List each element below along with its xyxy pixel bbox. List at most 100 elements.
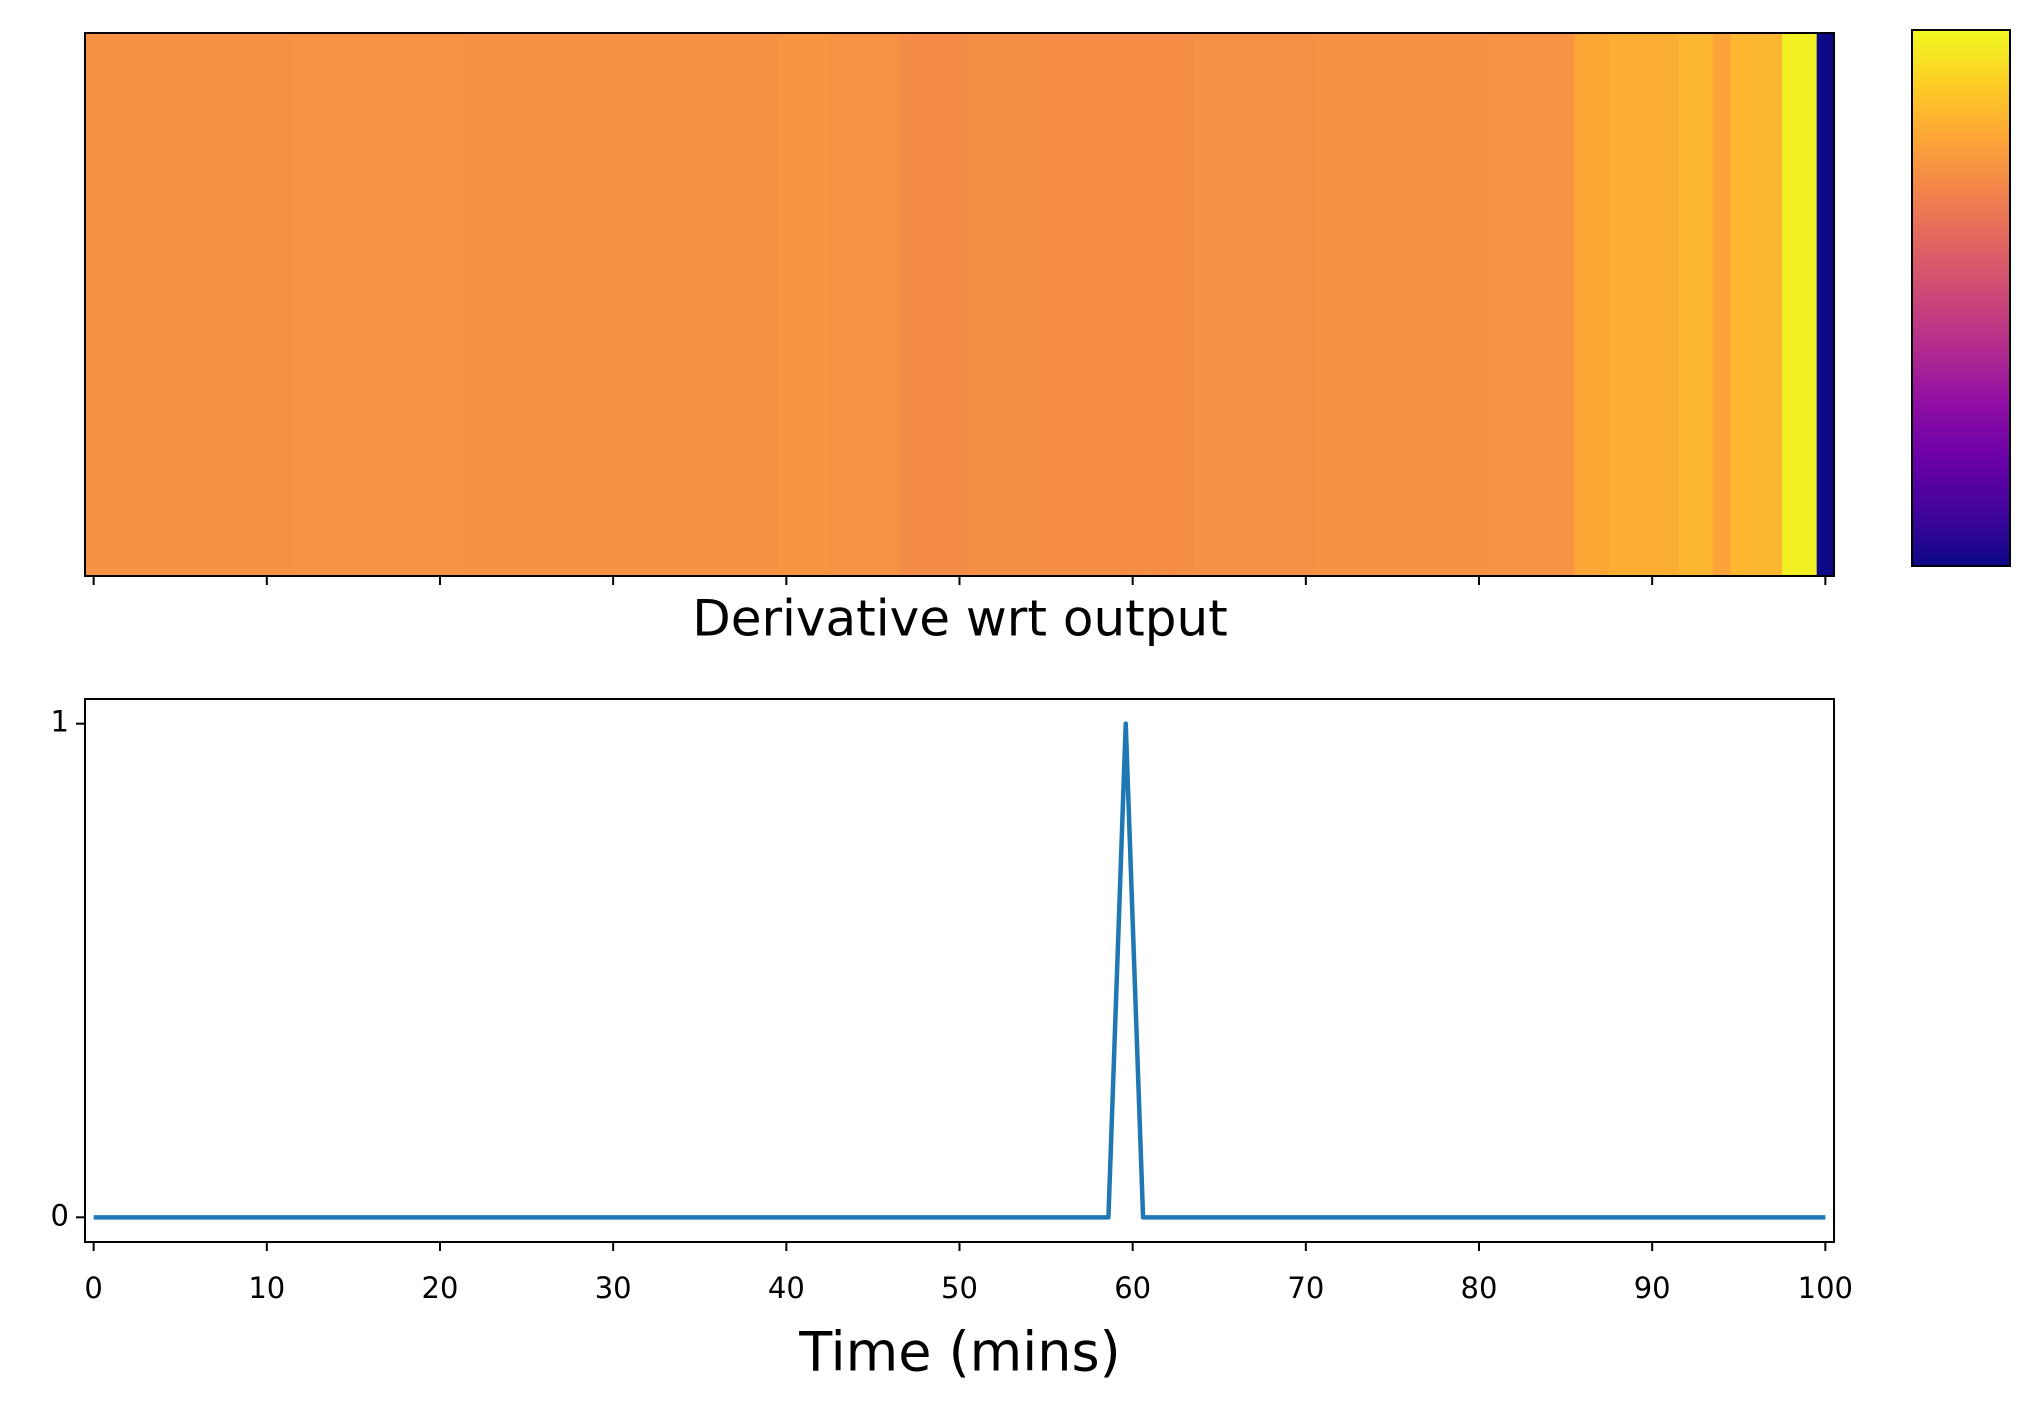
x-tick-label: 10 xyxy=(248,1271,285,1305)
heat-cell xyxy=(1470,33,1489,576)
x-tick-label: 50 xyxy=(941,1271,978,1305)
heat-cell xyxy=(1020,33,1039,576)
heat-cell xyxy=(950,33,969,576)
heat-cell xyxy=(777,33,796,576)
heat-cell xyxy=(1418,33,1437,576)
x-tick-label: 20 xyxy=(422,1271,459,1305)
heat-cell xyxy=(985,33,1004,576)
heat-cell xyxy=(760,33,779,576)
heat-cell xyxy=(344,33,363,576)
heat-cell xyxy=(1608,33,1627,576)
y-tick-label: 0 xyxy=(51,1198,69,1232)
heat-cell xyxy=(708,33,727,576)
heat-cell xyxy=(656,33,675,576)
heat-cell xyxy=(240,33,259,576)
heat-cell xyxy=(1054,33,1073,576)
heat-cell xyxy=(1712,33,1731,576)
heat-cell xyxy=(1539,33,1558,576)
heat-cell xyxy=(1002,33,1021,576)
heat-cell xyxy=(171,33,190,576)
heat-cell xyxy=(898,33,917,576)
heat-cell xyxy=(1210,33,1229,576)
heat-cell xyxy=(1660,33,1679,576)
heat-cell xyxy=(1730,33,1749,576)
heat-cell xyxy=(1504,33,1523,576)
plot-frame xyxy=(84,698,1835,1243)
heat-cell xyxy=(1591,33,1610,576)
heat-cell xyxy=(552,33,571,576)
heat-cell xyxy=(1124,33,1142,576)
heat-cell xyxy=(794,33,813,576)
heat-cell xyxy=(1764,33,1783,576)
heat-cell xyxy=(1175,33,1194,576)
heat-cell xyxy=(379,33,398,576)
heat-cell xyxy=(604,33,623,576)
heat-cell xyxy=(1366,33,1385,576)
heat-cell xyxy=(1383,33,1402,576)
heat-cell xyxy=(1453,33,1471,576)
heat-cell xyxy=(621,33,640,576)
heat-cell xyxy=(1401,33,1419,576)
heat-cell xyxy=(812,33,831,576)
heat-cell xyxy=(1037,33,1056,576)
x-tick-label: 100 xyxy=(1798,1271,1853,1305)
x-tick-label: 40 xyxy=(768,1271,805,1305)
heat-cell xyxy=(1089,33,1108,576)
heat-cell xyxy=(691,33,710,576)
heat-cell xyxy=(1106,33,1125,576)
heat-cell xyxy=(258,33,277,576)
colorbar xyxy=(1911,29,2011,567)
heat-cell xyxy=(448,33,467,576)
heat-cell xyxy=(396,33,415,576)
heat-cell xyxy=(933,33,952,576)
heat-cell xyxy=(587,33,606,576)
heat-cell xyxy=(1435,33,1454,576)
heat-cell xyxy=(102,33,121,576)
heat-cell xyxy=(1314,33,1333,576)
heat-cell xyxy=(1331,33,1350,576)
x-axis-label: Time (mins) xyxy=(798,1321,1120,1384)
heat-cell xyxy=(1158,33,1177,576)
heat-cell xyxy=(275,33,294,576)
heat-cell xyxy=(881,33,900,576)
heat-cell xyxy=(431,33,450,576)
heat-cell xyxy=(1141,33,1160,576)
heat-cell xyxy=(916,33,935,576)
heat-cell xyxy=(968,33,987,576)
heat-cell xyxy=(119,33,138,576)
heat-cell xyxy=(188,33,207,576)
heat-cell xyxy=(569,33,588,576)
heat-cell xyxy=(1245,33,1264,576)
heat-cell xyxy=(206,33,225,576)
x-tick-label: 90 xyxy=(1634,1271,1671,1305)
heat-cell xyxy=(1522,33,1541,576)
data-line xyxy=(93,721,1826,1220)
x-tick-label: 0 xyxy=(84,1271,102,1305)
x-tick-label: 80 xyxy=(1461,1271,1498,1305)
heat-cell xyxy=(483,33,502,576)
heat-cell xyxy=(154,33,173,576)
heat-cell xyxy=(829,33,848,576)
heat-cell xyxy=(310,33,329,576)
heat-cell xyxy=(673,33,692,576)
heat-cell xyxy=(1262,33,1281,576)
heat-cell xyxy=(1279,33,1298,576)
heat-cell xyxy=(1574,33,1593,576)
heat-cell xyxy=(292,33,311,576)
heat-cell xyxy=(465,33,484,576)
heat-cell xyxy=(327,33,346,576)
x-tick-label: 70 xyxy=(1287,1271,1324,1305)
y-tick-label: 1 xyxy=(51,705,69,739)
heat-cell xyxy=(1072,33,1090,576)
heat-cell xyxy=(846,33,865,576)
heat-cell xyxy=(1349,33,1368,576)
heat-cell xyxy=(1487,33,1506,576)
heat-cell xyxy=(223,33,242,576)
heat-cell xyxy=(864,33,883,576)
heat-cell xyxy=(1626,33,1645,576)
heat-cell xyxy=(1643,33,1662,576)
x-tick-label: 60 xyxy=(1114,1271,1151,1305)
heat-cell xyxy=(136,33,155,576)
heat-cell xyxy=(725,33,744,576)
